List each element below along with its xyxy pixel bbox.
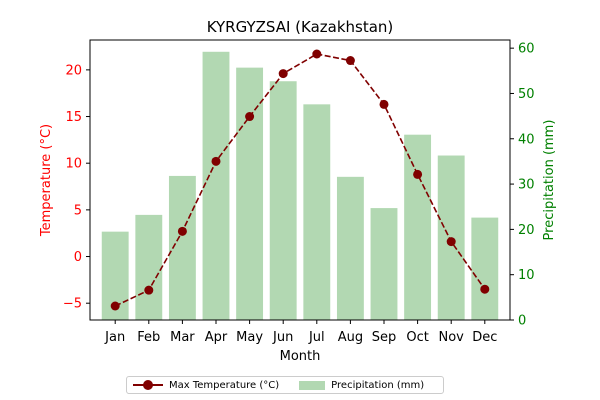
right-tick-label: 0 [518, 314, 526, 329]
legend-label-precipitation: Precipitation (mm) [331, 379, 425, 391]
temperature-point [144, 285, 154, 295]
x-axis-label: Month [280, 349, 321, 364]
legend: Max Temperature (°C) Precipitation (mm) [126, 376, 444, 394]
legend-bar-swatch-icon [299, 380, 326, 390]
right-tick-label: 30 [518, 178, 535, 193]
right-axis-label: Precipitation (mm) [542, 120, 557, 241]
x-tick-label: Jan [104, 330, 125, 345]
temperature-point [211, 156, 221, 166]
precipitation-bar [370, 208, 398, 320]
x-tick-label: Jul [308, 330, 325, 345]
temperature-point [345, 56, 355, 66]
left-axis-label: Temperature (°C) [39, 124, 54, 237]
precipitation-bar [404, 134, 432, 320]
left-tick-label: 20 [65, 63, 82, 78]
temperature-point [379, 99, 389, 109]
temperature-point [480, 284, 490, 294]
x-tick-label: Mar [170, 330, 195, 345]
right-axis: 0 10 20 30 40 50 60 [510, 42, 535, 329]
right-tick-label: 10 [518, 268, 535, 283]
temperature-point [446, 237, 456, 247]
temperature-point [110, 301, 120, 311]
left-tick-label: 5 [74, 203, 82, 218]
x-tick-label: Sep [372, 330, 397, 345]
temperature-line [110, 49, 490, 311]
right-tick-label: 50 [518, 87, 535, 102]
right-tick-label: 60 [518, 42, 535, 57]
x-tick-label: Dec [472, 330, 497, 345]
x-tick-label: Nov [439, 330, 465, 345]
right-tick-label: 20 [518, 223, 535, 238]
precipitation-bar [336, 176, 364, 320]
left-tick-label: 10 [65, 157, 82, 172]
left-tick-label: 15 [65, 110, 82, 125]
precipitation-bar [303, 104, 331, 320]
x-tick-label: May [236, 330, 263, 345]
x-tick-label: Apr [205, 330, 228, 345]
temperature-point [413, 169, 423, 179]
temperature-line-path [114, 53, 486, 307]
legend-item-temperature: Max Temperature (°C) [133, 380, 279, 391]
temperature-point [177, 226, 187, 236]
precipitation-bars [101, 51, 499, 321]
x-tick-label: Jun [272, 330, 293, 345]
x-tick-label: Oct [406, 330, 428, 345]
plot-area-frame [89, 39, 511, 321]
x-axis: Jan Feb Mar Apr May Jun Jul Aug Sep Oct Nov Dec [104, 320, 497, 345]
precipitation-bar [236, 67, 264, 320]
legend-line-marker-icon [133, 380, 163, 390]
temperature-point [312, 49, 322, 59]
precipitation-bar [202, 51, 230, 320]
temperature-point [278, 69, 288, 79]
precipitation-bar [269, 81, 297, 321]
left-tick-label: 0 [74, 250, 82, 265]
left-tick-label: −5 [63, 297, 82, 312]
right-tick-label: 40 [518, 132, 535, 147]
legend-item-precipitation: Precipitation (mm) [299, 380, 424, 391]
x-tick-label: Aug [338, 330, 363, 345]
legend-label-temperature: Max Temperature (°C) [169, 379, 280, 391]
left-axis: −5 0 5 10 15 20 [63, 63, 90, 312]
x-tick-label: Feb [137, 330, 160, 345]
chart-title: KYRGYZSAI (Kazakhstan) [207, 18, 394, 36]
temperature-point [245, 112, 255, 122]
precipitation-bar [471, 217, 499, 320]
precipitation-bar [135, 214, 163, 320]
